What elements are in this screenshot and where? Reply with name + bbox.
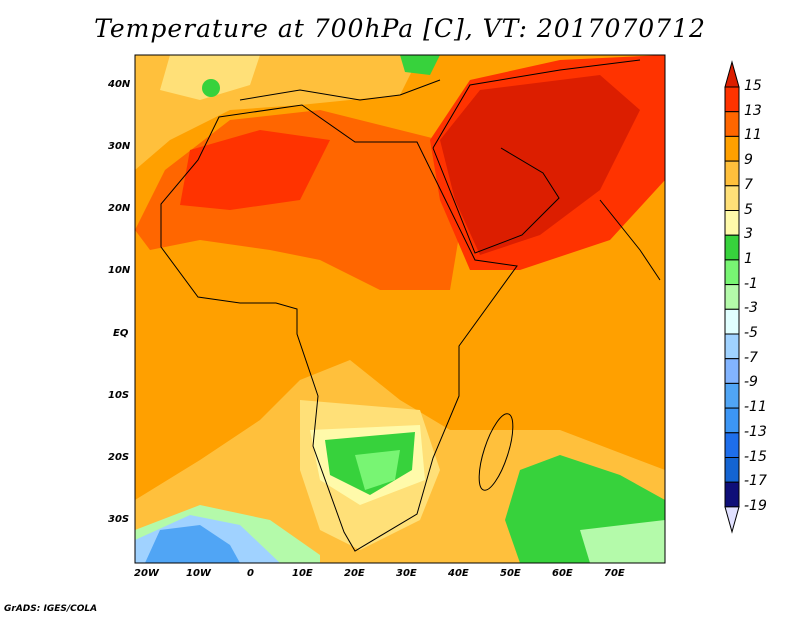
colorbar-label: 5 xyxy=(744,201,753,218)
colorbar-swatch xyxy=(724,432,740,458)
lon-label: 30E xyxy=(396,568,417,579)
colorbar-label: -13 xyxy=(744,423,767,440)
colorbar-swatch xyxy=(724,86,740,113)
colorbar xyxy=(724,60,740,534)
colorbar-label: 1 xyxy=(744,250,753,267)
colorbar-label: 9 xyxy=(744,152,753,169)
region-hot xyxy=(440,75,640,255)
lon-label: 10W xyxy=(186,568,211,579)
lon-label: 40E xyxy=(448,568,469,579)
colorbar-swatch xyxy=(724,284,740,310)
lat-label: 20N xyxy=(108,203,131,214)
colorbar-label: -15 xyxy=(744,448,767,465)
colorbar-label: -19 xyxy=(744,497,767,514)
colorbar-label: -5 xyxy=(744,325,758,341)
lon-label: 20E xyxy=(344,568,365,579)
colorbar-over-triangle xyxy=(724,60,740,88)
lat-label: 30N xyxy=(108,141,131,152)
colorbar-label: 15 xyxy=(744,78,762,94)
colorbar-swatch xyxy=(724,210,740,236)
lat-label: 10S xyxy=(108,390,130,401)
lon-label: 10E xyxy=(292,568,313,579)
colorbar-label: -1 xyxy=(744,275,758,292)
lon-label: 50E xyxy=(500,568,521,579)
colorbar-swatch xyxy=(724,259,740,286)
colorbar-label: -11 xyxy=(744,399,767,416)
colorbar-label: 7 xyxy=(744,176,753,193)
coastlines xyxy=(160,59,661,552)
colorbar-swatch xyxy=(724,160,740,187)
lat-label: 30S xyxy=(108,514,130,525)
colorbar-swatch xyxy=(724,111,740,137)
colorbar-swatch xyxy=(724,481,740,508)
colorbar-label: 3 xyxy=(744,226,753,243)
colorbar-label: -7 xyxy=(744,349,758,366)
colorbar-label: -9 xyxy=(744,374,758,391)
colorbar-swatch xyxy=(724,457,740,483)
region-cold xyxy=(145,525,240,563)
colorbar-label: -17 xyxy=(744,473,767,490)
colorbar-swatch xyxy=(724,234,740,261)
lon-label: 0 xyxy=(247,568,254,579)
plot-frame xyxy=(134,54,666,564)
lon-label: 70E xyxy=(604,568,625,579)
colorbar-swatch xyxy=(724,308,740,335)
colorbar-swatch xyxy=(724,358,740,384)
lat-label: 20S xyxy=(108,452,130,463)
lat-label: 10N xyxy=(108,265,131,276)
plot-title: Temperature at 700hPa [C], VT: 201707071… xyxy=(94,14,706,43)
lat-label: EQ xyxy=(113,328,129,339)
colorbar-swatch xyxy=(724,185,740,212)
colorbar-swatch xyxy=(724,333,740,360)
colorbar-under-triangle xyxy=(724,506,740,534)
colorbar-label: 11 xyxy=(744,127,762,144)
footer-credit: GrADS: IGES/COLA xyxy=(4,604,98,614)
colorbar-swatch xyxy=(724,382,740,409)
lon-label: 20W xyxy=(134,568,159,579)
colorbar-label: -3 xyxy=(744,300,758,317)
colorbar-swatch xyxy=(724,135,740,162)
lat-label: 40N xyxy=(108,79,131,90)
colorbar-swatch xyxy=(724,407,740,434)
lon-label: 60E xyxy=(552,568,573,579)
colorbar-label: 13 xyxy=(744,102,762,119)
